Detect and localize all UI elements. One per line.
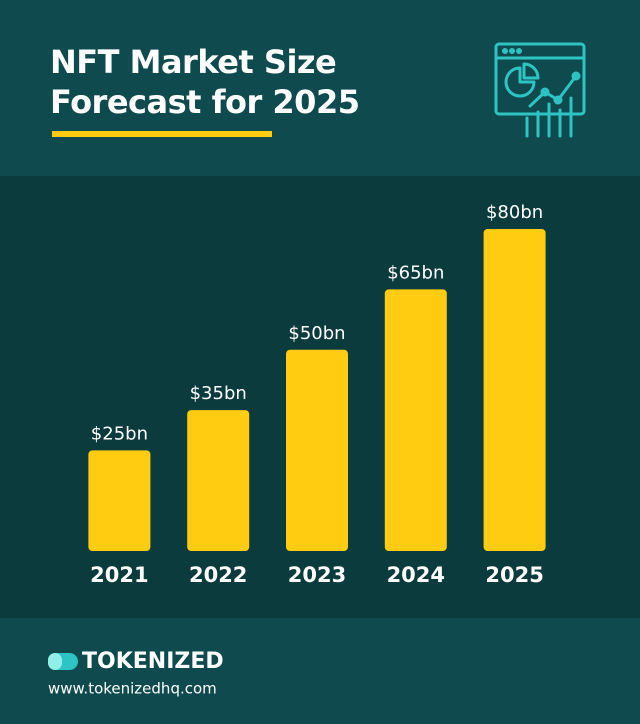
x-tick-label: 2023 (288, 563, 346, 587)
bar (187, 410, 250, 551)
bar (88, 450, 151, 551)
url: www.tokenizedhq.com (48, 680, 217, 698)
bar (286, 349, 348, 551)
x-tick-label: 2021 (90, 563, 148, 587)
value-label: $50bn (288, 323, 345, 344)
chart-icon (494, 42, 586, 138)
value-label: $80bn (486, 202, 543, 223)
logo-mark (48, 653, 78, 670)
bar (483, 229, 546, 551)
x-tick-label: 2024 (387, 563, 445, 587)
value-label: $35bn (190, 383, 247, 404)
brand: TOKENIZED (82, 649, 224, 674)
value-label: $25bn (91, 423, 148, 444)
footer-band (0, 618, 640, 724)
value-label: $65bn (387, 262, 444, 283)
x-tick-label: 2022 (189, 563, 247, 587)
bar (384, 289, 447, 551)
chart-title: NFT Market Size Forecast for 2025 (50, 43, 360, 121)
title-underline (52, 131, 272, 137)
x-tick-label: 2025 (485, 563, 543, 587)
